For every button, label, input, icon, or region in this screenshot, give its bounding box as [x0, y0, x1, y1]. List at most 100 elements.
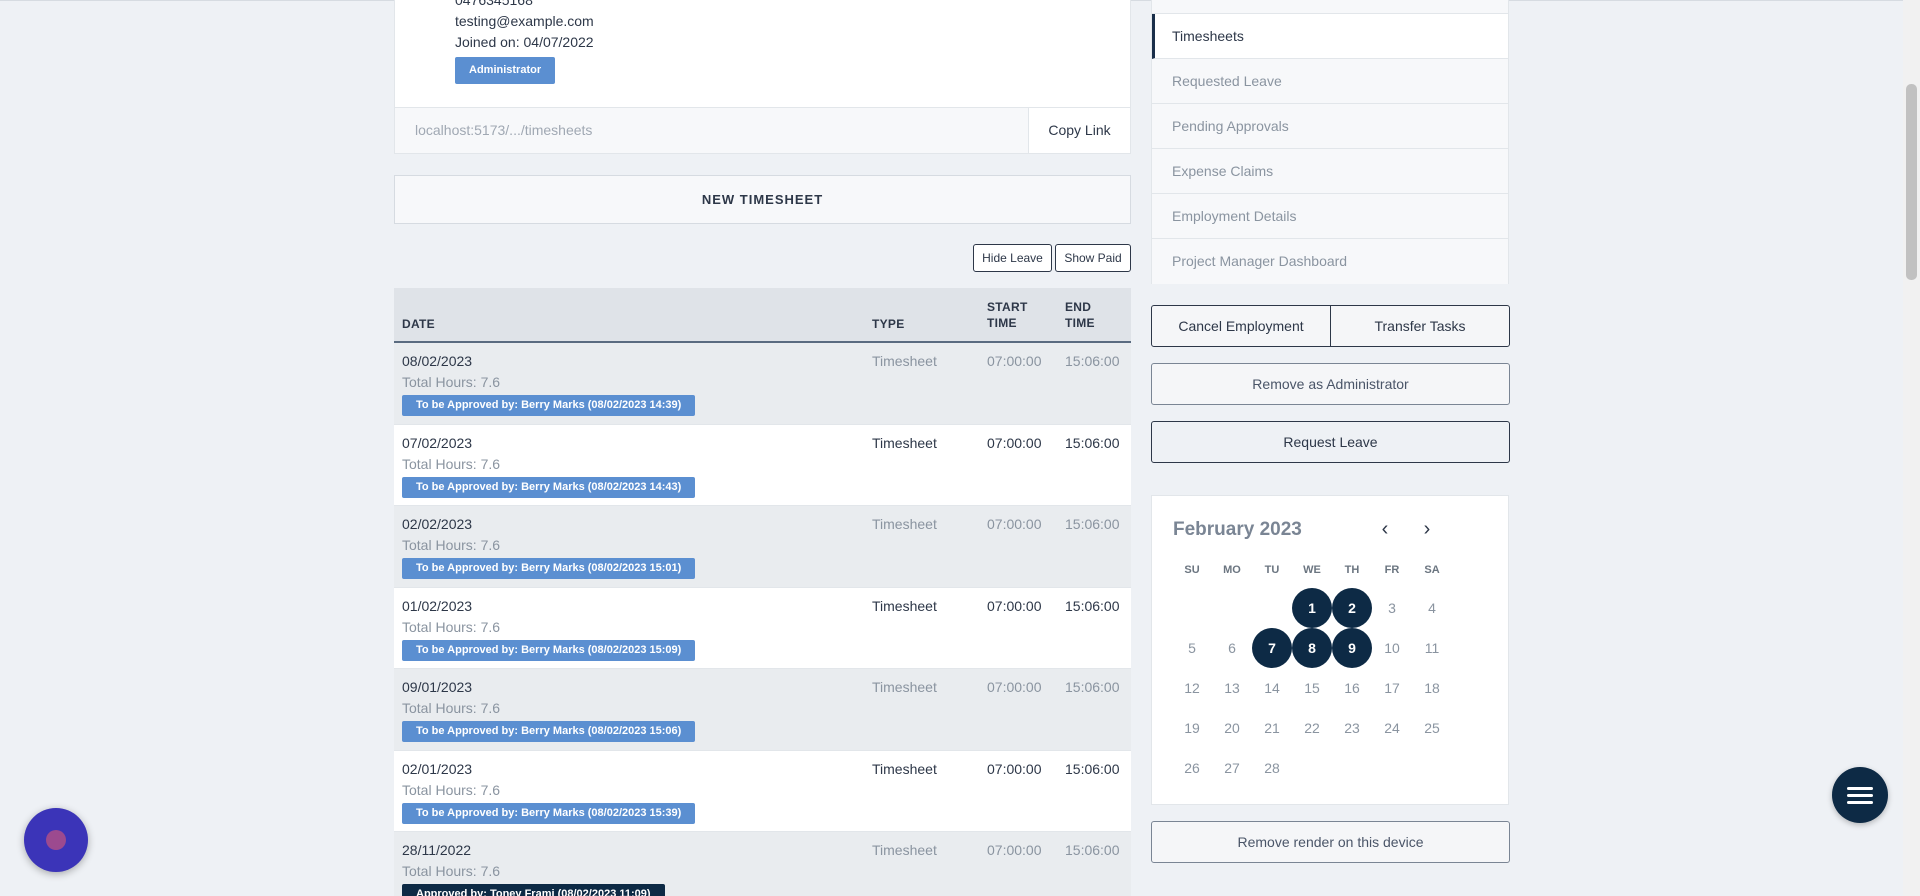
remove-render-button[interactable]: Remove render on this device	[1151, 821, 1510, 863]
calendar-weekday: WE	[1303, 564, 1321, 576]
calendar-day[interactable]: 28	[1264, 760, 1280, 776]
show-paid-button[interactable]: Show Paid	[1055, 244, 1131, 272]
row-total-hours: Total Hours: 7.6	[402, 374, 501, 390]
row-type: Timesheet	[872, 679, 937, 695]
calendar-day[interactable]: 12	[1184, 680, 1200, 696]
remove-admin-button[interactable]: Remove as Administrator	[1151, 363, 1510, 405]
chevron-left-icon[interactable]: ‹	[1381, 518, 1389, 540]
calendar-day[interactable]: 5	[1188, 640, 1196, 656]
calendar-day[interactable]: 10	[1384, 640, 1400, 656]
chat-bubble-button[interactable]	[24, 808, 88, 872]
transfer-tasks-button[interactable]: Transfer Tasks	[1330, 306, 1509, 346]
header-end: END TIME	[1065, 299, 1095, 331]
cancel-employment-button[interactable]: Cancel Employment	[1178, 318, 1304, 334]
table-row[interactable]: 08/02/2023 Total Hours: 7.6 To be Approved…	[394, 343, 1131, 425]
table-body: 08/02/2023 Total Hours: 7.6 To be Approved…	[394, 343, 1131, 896]
approval-badge: To be Approved by: Berry Marks (08/02/20…	[402, 476, 696, 498]
calendar-day[interactable]: 18	[1424, 680, 1440, 696]
new-timesheet-button[interactable]: NEW TIMESHEET	[394, 175, 1131, 224]
row-start-time: 07:00:00	[987, 516, 1042, 532]
request-leave-button[interactable]: Request Leave	[1151, 421, 1510, 463]
calendar-day[interactable]: 4	[1428, 600, 1436, 616]
calendar-day[interactable]: 17	[1384, 680, 1400, 696]
calendar-day[interactable]: 8	[1292, 628, 1332, 668]
approval-badge: To be Approved by: Berry Marks (08/02/20…	[402, 558, 696, 579]
row-type: Timesheet	[872, 760, 937, 777]
calendar-day[interactable]: 20	[1224, 720, 1240, 736]
row-total-hours: Total Hours: 7.6	[402, 537, 501, 553]
calendar-day[interactable]: 6	[1228, 640, 1236, 656]
share-link-bar: localhost:5173/.../timesheets Copy Link	[395, 107, 1130, 153]
table-row[interactable]: 07/02/2023 Total Hours: 7.6 To be Approved…	[394, 424, 1131, 506]
hamburger-icon-bar	[1847, 800, 1873, 804]
chevron-right-icon[interactable]: ›	[1423, 518, 1431, 540]
side-menu: Timesheets Requested Leave Pending Appro…	[1151, 0, 1509, 284]
calendar-day[interactable]: 14	[1264, 680, 1280, 696]
calendar-day[interactable]: 2	[1332, 588, 1372, 628]
row-type: Timesheet	[872, 434, 937, 451]
row-type: Timesheet	[872, 597, 937, 614]
calendar-day[interactable]: 7	[1252, 628, 1292, 668]
header-start-line2: TIME	[987, 316, 1017, 330]
calendar-weekday: MO	[1223, 564, 1241, 576]
side-menu-item-pending-approvals[interactable]: Pending Approvals	[1152, 104, 1508, 149]
scrollbar-thumb[interactable]	[1906, 84, 1917, 280]
approval-badge: To be Approved by: Berry Marks (08/02/20…	[402, 395, 696, 416]
approval-badge: To be Approved by: Berry Marks (08/02/20…	[402, 639, 696, 661]
row-type: Timesheet	[872, 353, 937, 369]
side-menu-item-timesheets[interactable]: Timesheets	[1152, 14, 1508, 59]
header-end-line2: TIME	[1065, 316, 1095, 330]
profile-joined: Joined on: 04/07/2022	[455, 34, 594, 50]
row-start-time: 07:00:00	[987, 434, 1042, 451]
table-row[interactable]: 01/02/2023 Total Hours: 7.6 To be Approved…	[394, 587, 1131, 669]
row-date: 01/02/2023	[402, 597, 473, 614]
row-date: 28/11/2022	[402, 842, 472, 858]
calendar-weekday: SU	[1184, 564, 1200, 576]
side-menu-item-expense-claims[interactable]: Expense Claims	[1152, 149, 1508, 194]
calendar-day[interactable]: 15	[1304, 680, 1320, 696]
row-type: Timesheet	[872, 842, 937, 858]
profile-card: 0476345168 testing@example.com Joined on…	[394, 0, 1131, 154]
profile-details: 0476345168 testing@example.com Joined on…	[455, 0, 594, 84]
table-row[interactable]: 09/01/2023 Total Hours: 7.6 To be Approved…	[394, 669, 1131, 751]
row-date: 07/02/2023	[402, 434, 473, 451]
side-menu-item-employment-details[interactable]: Employment Details	[1152, 194, 1508, 239]
calendar-day[interactable]: 9	[1332, 628, 1372, 668]
calendar-day[interactable]: 3	[1388, 600, 1396, 616]
calendar-day[interactable]: 19	[1184, 720, 1200, 736]
calendar-day[interactable]: 27	[1224, 760, 1240, 776]
header-date: DATE	[402, 317, 435, 331]
calendar-day[interactable]: 24	[1384, 720, 1400, 736]
row-end-time: 15:06:00	[1065, 353, 1120, 369]
calendar-day[interactable]: 22	[1304, 720, 1320, 736]
row-end-time: 15:06:00	[1065, 842, 1120, 858]
header-start: START TIME	[987, 299, 1028, 331]
calendar-day[interactable]: 1	[1292, 588, 1332, 628]
share-link-text[interactable]: localhost:5173/.../timesheets	[415, 122, 593, 138]
calendar-day[interactable]: 25	[1424, 720, 1440, 736]
table-row[interactable]: 28/11/2022 Total Hours: 7.6 Approved by: T…	[394, 832, 1131, 896]
table-row[interactable]: 02/01/2023 Total Hours: 7.6 To be Approved…	[394, 750, 1131, 832]
calendar-day[interactable]: 21	[1264, 720, 1280, 736]
hide-leave-button[interactable]: Hide Leave	[973, 244, 1052, 272]
side-menu-item-pm-dashboard[interactable]: Project Manager Dashboard	[1152, 239, 1508, 284]
calendar-day[interactable]: 26	[1184, 760, 1200, 776]
side-menu-item-requested-leave[interactable]: Requested Leave	[1152, 59, 1508, 104]
table-header: DATE TYPE START TIME END TIME	[394, 288, 1131, 343]
table-row[interactable]: 02/02/2023 Total Hours: 7.6 To be Approved…	[394, 506, 1131, 588]
row-date: 09/01/2023	[402, 679, 473, 695]
menu-fab-button[interactable]	[1832, 767, 1888, 823]
employment-actions: Cancel Employment Transfer Tasks	[1151, 305, 1510, 347]
calendar-day[interactable]: 11	[1424, 640, 1440, 656]
row-type: Timesheet	[872, 516, 937, 532]
calendar-day[interactable]: 16	[1344, 680, 1360, 696]
row-total-hours: Total Hours: 7.6	[402, 618, 501, 635]
row-total-hours: Total Hours: 7.6	[402, 863, 501, 879]
calendar-day[interactable]: 13	[1224, 680, 1240, 696]
calendar-title: February 2023	[1173, 519, 1302, 540]
calendar-weekday: TU	[1264, 564, 1280, 576]
row-total-hours: Total Hours: 7.6	[402, 455, 501, 472]
copy-link-button[interactable]: Copy Link	[1028, 108, 1130, 153]
calendar-day[interactable]: 23	[1344, 720, 1360, 736]
row-date: 02/01/2023	[402, 760, 473, 777]
